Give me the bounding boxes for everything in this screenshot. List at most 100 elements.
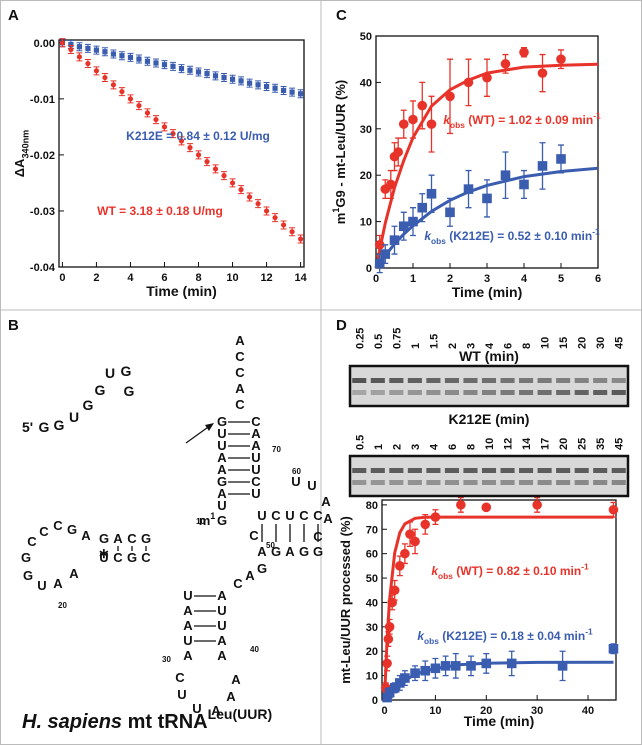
gel-band: [500, 378, 515, 383]
nucleotide: U: [251, 462, 260, 477]
nucleotide: A: [321, 494, 331, 509]
y-tick-label: -0.03: [30, 206, 55, 218]
nucleotide: U: [183, 588, 192, 603]
y-axis-label: m1G9 - mt-Leu/UUR (%): [331, 80, 348, 224]
text-part: m: [333, 213, 348, 225]
text-part: 1: [210, 511, 215, 521]
lane-label: 1: [410, 343, 422, 349]
gel-band: [481, 480, 497, 485]
marker: [374, 240, 385, 250]
nucleotide: U: [217, 426, 226, 441]
nucleotide: G: [124, 383, 135, 399]
gel-band: [519, 468, 534, 473]
text-part: -1: [585, 627, 593, 637]
fit-curve: [383, 660, 614, 701]
x-tick-label: 2: [93, 272, 99, 284]
marker: [110, 82, 117, 88]
text-part: k: [431, 564, 439, 578]
nucleotide: C: [235, 397, 245, 412]
marker: [272, 85, 278, 91]
nucleotide: C: [175, 670, 185, 685]
lane-label: 0.75: [391, 328, 403, 349]
plot-frame: [381, 499, 617, 701]
annotation: kobs (WT) = 1.02 ± 0.09 min-1: [443, 111, 601, 131]
gel-title: WT (min): [459, 348, 519, 364]
marker: [289, 89, 295, 95]
nucleotide: C: [235, 349, 245, 364]
fit-curve: [383, 515, 614, 701]
marker: [556, 54, 566, 64]
lane-label: 17: [540, 438, 552, 450]
marker: [297, 91, 304, 97]
gel-band: [389, 390, 404, 395]
marker: [481, 658, 492, 669]
text-part: k: [424, 229, 432, 243]
marker: [204, 159, 210, 165]
marker: [229, 180, 236, 186]
y-tick-label: 20: [360, 170, 372, 182]
marker: [178, 65, 185, 72]
text-part: -1: [592, 227, 600, 237]
gel-band: [426, 378, 441, 383]
text-part: (WT) = 0.82 ± 0.10 min: [453, 564, 581, 578]
nucleotide: A: [217, 648, 227, 663]
text-part: obs: [438, 571, 453, 581]
nucleotide: G: [121, 363, 132, 379]
y-tick-label: -0.04: [30, 262, 56, 274]
nucleotide: G: [54, 417, 65, 433]
marker: [76, 44, 83, 50]
text-part: (WT) = 1.02 ± 0.09 min: [465, 113, 593, 127]
gel-band: [481, 390, 497, 395]
text-part: ΔA: [12, 158, 27, 177]
position-number: 10: [196, 517, 205, 526]
marker: [170, 63, 176, 69]
marker: [212, 166, 219, 172]
nucleotide: A: [211, 703, 221, 718]
nucleotide: G: [257, 561, 267, 576]
marker: [398, 119, 409, 129]
marker: [229, 76, 236, 82]
marker: [420, 519, 431, 530]
marker: [482, 193, 492, 204]
marker: [506, 658, 517, 669]
marker: [297, 236, 304, 242]
marker: [557, 661, 568, 671]
marker: [400, 673, 410, 683]
marker: [272, 215, 278, 221]
nucleotide: C: [127, 531, 137, 546]
text-part: 1: [331, 208, 341, 213]
nucleotide: A: [217, 450, 227, 465]
nucleotide: U: [251, 486, 260, 501]
nucleotide: U: [69, 409, 79, 425]
nucleotide: G: [39, 419, 50, 435]
marker: [426, 119, 437, 129]
gel-band: [370, 468, 385, 473]
marker: [221, 173, 227, 179]
nucleotide: C: [53, 518, 63, 533]
fit-curve: [374, 166, 599, 269]
marker: [408, 216, 418, 227]
marker: [161, 62, 168, 68]
marker: [482, 72, 492, 83]
gel-band: [407, 390, 422, 395]
marker: [136, 56, 142, 62]
marker: [178, 138, 185, 144]
gel-band: [574, 468, 589, 473]
marker: [466, 661, 476, 671]
text-part: WT = 3.18 ± 0.18 U/mg: [97, 204, 223, 218]
marker: [500, 59, 511, 69]
x-tick-label: 6: [595, 273, 601, 285]
text-part: -1: [593, 111, 601, 121]
lane-label: 6: [503, 343, 515, 349]
marker: [263, 83, 270, 90]
nucleotide: U: [99, 550, 108, 565]
gel-band: [593, 390, 608, 395]
marker: [187, 67, 193, 73]
lane-label: 6: [447, 444, 459, 450]
text-part: k: [443, 113, 451, 127]
gel-band: [407, 480, 422, 485]
x-tick-label: 5: [558, 273, 564, 285]
y-tick-label: 20: [366, 646, 378, 658]
text-part: 340nm: [21, 130, 31, 159]
nucleotide: A: [251, 426, 261, 441]
